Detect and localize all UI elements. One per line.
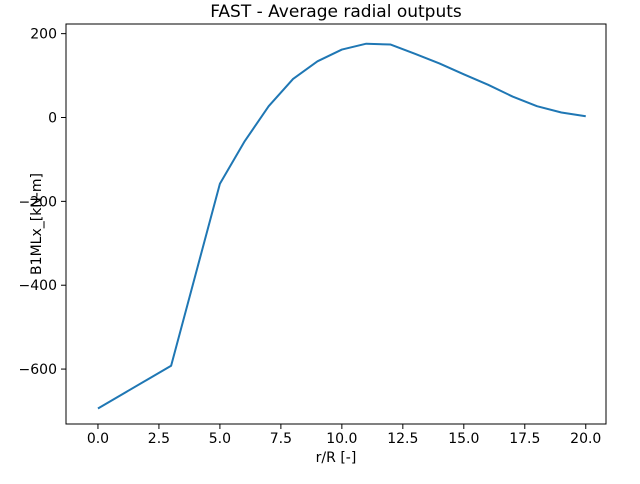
y-axis-ticks: 200 0 −200 −400 −600: [19, 27, 66, 378]
x-tick-label: 10.0: [326, 431, 357, 447]
y-tick-label: −200: [19, 194, 57, 210]
data-line-B1MLx_: [97, 42, 586, 410]
x-axis-ticks: 0.0 2.5 5.0 7.5 10.0 12.5 15.0 17.5 20.0: [87, 424, 601, 447]
x-tick-label: 7.5: [270, 431, 292, 447]
x-tick-label: 17.5: [509, 431, 540, 447]
plot-series: [97, 42, 586, 410]
x-tick-label: 0.0: [87, 431, 109, 447]
y-tick-label: 0: [48, 111, 57, 127]
y-tick-label: 200: [30, 27, 57, 43]
x-tick-label: 2.5: [148, 431, 170, 447]
y-tick-label: −400: [19, 278, 57, 294]
chart-title: FAST - Average radial outputs: [210, 2, 462, 22]
x-tick-label: 12.5: [387, 431, 418, 447]
x-tick-label: 5.0: [209, 431, 231, 447]
x-axis-label: r/R [-]: [316, 450, 357, 466]
axes-spines: [65, 23, 607, 425]
x-tick-label: 15.0: [448, 431, 479, 447]
y-tick-label: −600: [19, 362, 57, 378]
x-tick-label: 20.0: [570, 431, 601, 447]
y-axis-label: B1MLx_[kN-m]: [29, 173, 45, 275]
